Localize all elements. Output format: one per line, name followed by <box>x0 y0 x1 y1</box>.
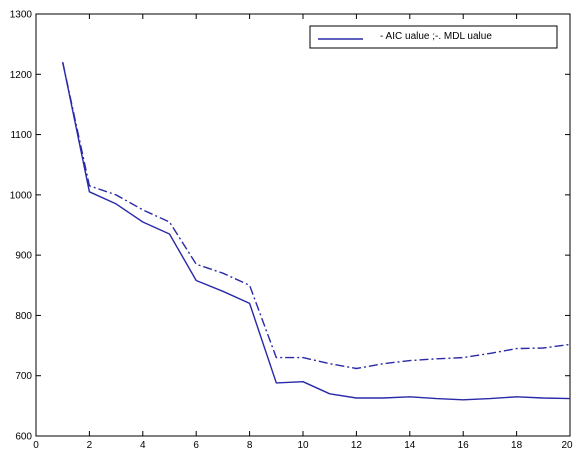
series-line-dashdot <box>62 62 571 370</box>
y-tick-label: 1200 <box>10 70 33 81</box>
y-axis: 600 700 800 900 1000 1100 1200 1300 <box>10 10 570 443</box>
y-tick-label: 1000 <box>10 190 33 201</box>
y-tick-label: 900 <box>15 251 32 262</box>
x-tick-label: 4 <box>140 440 146 451</box>
x-tick-label: 2 <box>87 440 93 451</box>
x-tick-label: 10 <box>297 440 309 451</box>
x-tick-label: 6 <box>193 440 199 451</box>
legend-box <box>309 25 558 49</box>
legend-text: - AIC ualue ;-. MDL ualue <box>380 31 492 42</box>
y-tick-label: 800 <box>15 311 32 322</box>
y-tick-label: 1300 <box>10 10 33 21</box>
y-tick-label: 1100 <box>10 130 32 141</box>
x-tick-label: 0 <box>33 440 39 451</box>
y-tick-label: 600 <box>15 432 32 443</box>
x-tick-label: 12 <box>351 440 363 451</box>
x-tick-label: 14 <box>404 440 416 451</box>
plot-area <box>35 13 571 437</box>
y-tick-label: 700 <box>15 371 32 382</box>
series-line-solid <box>62 62 571 401</box>
x-tick-label: 16 <box>458 440 470 451</box>
x-tick-label: 18 <box>511 440 523 451</box>
x-axis: 0 2 4 6 8 10 12 14 16 18 20 <box>33 14 573 451</box>
series-layer <box>62 62 571 401</box>
legend: - AIC ualue ;-. MDL ualue <box>309 25 558 49</box>
x-tick-label: 8 <box>247 440 253 451</box>
x-tick-label: 20 <box>561 440 573 451</box>
